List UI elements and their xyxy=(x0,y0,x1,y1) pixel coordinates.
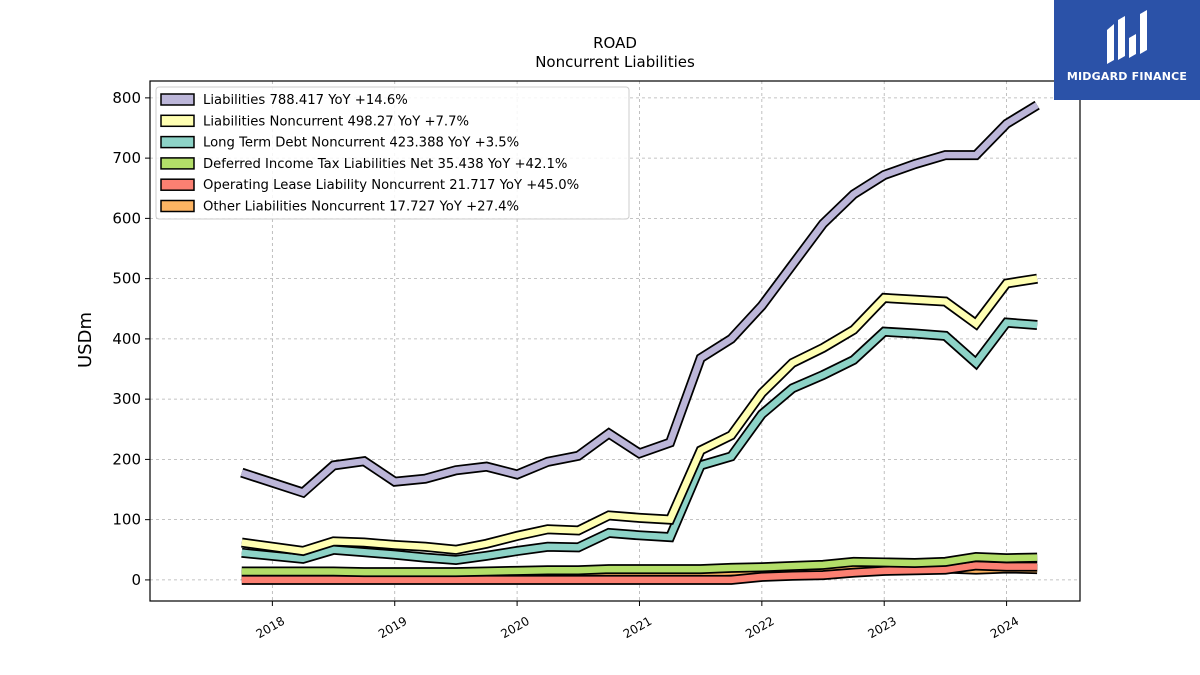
y-tick-label: 700 xyxy=(112,149,141,167)
x-tick-label: 2020 xyxy=(498,614,531,641)
series-long-term-debt-noncurrent xyxy=(241,317,1038,566)
legend-swatch-long-term-debt-noncurrent xyxy=(160,135,195,149)
y-axis-label: USDm xyxy=(75,312,96,368)
series-line xyxy=(241,275,1038,555)
brand-name: MIDGARD FINANCE xyxy=(1066,70,1188,83)
y-tick-label: 300 xyxy=(112,390,141,408)
y-axis: 0 100 200 300 400 500 600 700 800 xyxy=(112,89,150,589)
series-liabilities-noncurrent xyxy=(241,273,1038,557)
legend-swatch-liabilities-noncurrent xyxy=(160,114,195,128)
series-line xyxy=(240,102,1039,497)
x-tick-label: 2024 xyxy=(988,614,1021,641)
legend-label-operating-lease-liability-noncurrent: Operating Lease Liability Noncurrent 21.… xyxy=(203,178,579,193)
series-line xyxy=(241,319,1038,564)
x-tick-label: 2022 xyxy=(743,614,776,641)
series-line xyxy=(241,562,1038,584)
y-tick-label: 600 xyxy=(112,209,141,227)
midgard-logo-icon xyxy=(1107,10,1147,64)
legend-label-liabilities-noncurrent: Liabilities Noncurrent 498.27 YoY +7.7% xyxy=(203,114,469,129)
legend-swatch-deferred-income-tax-liabilities-net xyxy=(160,157,195,170)
x-tick-label: 2018 xyxy=(254,614,287,641)
y-tick-label: 100 xyxy=(112,511,141,529)
legend: Liabilities 788.417 YoY +14.6% Liabilitie… xyxy=(155,86,630,220)
series-line xyxy=(241,553,1038,576)
y-tick-label: 200 xyxy=(112,450,141,468)
y-tick-label: 400 xyxy=(112,330,141,348)
x-tick-label: 2021 xyxy=(621,614,654,641)
chart-title: ROAD xyxy=(593,34,637,52)
series-deferred-income-tax-liabilities-net xyxy=(241,551,1038,578)
series-operating-lease-liability-noncurrent xyxy=(241,560,1038,585)
legend-label-deferred-income-tax-liabilities-net: Deferred Income Tax Liabilities Net 35.4… xyxy=(203,157,567,172)
x-axis: 2018 2019 2020 2021 2022 2023 2024 xyxy=(254,601,1021,641)
series-outline xyxy=(241,273,1038,557)
legend-box xyxy=(155,86,630,220)
y-tick-label: 500 xyxy=(112,270,141,288)
series-group xyxy=(240,100,1040,585)
x-tick-label: 2019 xyxy=(376,614,409,641)
x-tick-label: 2023 xyxy=(865,614,898,641)
brand-logo: MIDGARD FINANCE xyxy=(1054,0,1200,100)
y-tick-label: 0 xyxy=(131,571,141,589)
legend-swatch-other-liabilities-noncurrent xyxy=(160,199,195,213)
legend-label-other-liabilities-noncurrent: Other Liabilities Noncurrent 17.727 YoY … xyxy=(203,200,519,215)
legend-swatch-liabilities xyxy=(160,93,195,106)
legend-label-long-term-debt-noncurrent: Long Term Debt Noncurrent 423.388 YoY +3… xyxy=(203,136,519,151)
plot-area-frame xyxy=(149,80,1081,602)
legend-swatch-operating-lease-liability-noncurrent xyxy=(160,178,195,191)
legend-label-liabilities: Liabilities 788.417 YoY +14.6% xyxy=(203,93,408,108)
y-tick-label: 800 xyxy=(112,89,141,107)
series-liabilities xyxy=(240,100,1040,499)
chart-subtitle: Noncurrent Liabilities xyxy=(535,53,695,71)
